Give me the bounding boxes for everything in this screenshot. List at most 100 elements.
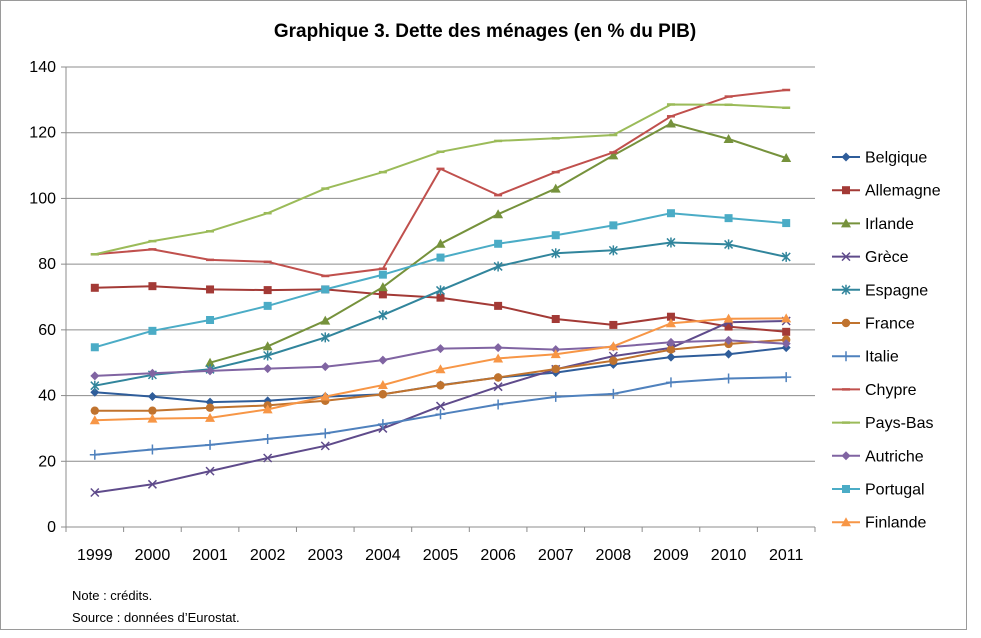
data-point-allemagne	[782, 327, 791, 336]
data-point-irlande	[493, 209, 504, 219]
data-point-espagne	[608, 245, 618, 256]
x-tick-label: 2010	[711, 547, 747, 564]
legend-item-pays-bas: Pays-Bas	[832, 415, 933, 432]
data-point-espagne	[551, 248, 561, 259]
data-point-autriche	[781, 339, 791, 349]
data-point-autriche	[378, 355, 388, 365]
source-text: Source : données d’Eurostat.	[72, 610, 240, 625]
data-point-italie	[262, 433, 273, 444]
data-point-portugal	[551, 231, 560, 240]
data-point-allemagne	[206, 285, 215, 294]
series-finlande	[89, 313, 792, 425]
legend-label: Chypre	[865, 382, 917, 399]
legend-item-chypre: Chypre	[832, 382, 917, 399]
data-point-autriche	[90, 371, 100, 381]
data-point-autriche	[724, 335, 734, 345]
data-point-france	[436, 381, 445, 390]
data-point-belgique	[90, 387, 100, 397]
data-point-grece	[205, 466, 215, 476]
series-portugal	[90, 209, 791, 352]
data-point-allemagne	[666, 312, 675, 321]
data-point-espagne	[263, 350, 273, 361]
series-grece	[90, 316, 791, 498]
data-point-france	[666, 345, 676, 354]
data-point-italie	[205, 439, 216, 450]
data-point-allemagne	[148, 282, 157, 291]
legend-item-finlande: Finlande	[832, 515, 926, 532]
data-point-grece	[435, 401, 446, 411]
x-tick-label: 1999	[77, 547, 113, 564]
data-point-grece	[493, 382, 503, 392]
legend-label: France	[865, 316, 915, 333]
data-point-grece	[320, 441, 330, 451]
legend-item-autriche: Autriche	[832, 448, 924, 465]
data-point-france	[90, 406, 100, 415]
data-point-espagne	[781, 251, 791, 262]
series-autriche	[90, 335, 791, 381]
legend: Belgique Allemagne Irlande Grèce Espagne Fran…	[832, 150, 941, 532]
legend-label: Irlande	[865, 216, 914, 233]
data-point-autriche	[493, 343, 503, 353]
series-chypre	[90, 88, 791, 278]
legend-item-espagne: Espagne	[832, 282, 928, 299]
legend-item-italie: Italie	[832, 349, 899, 366]
data-point-irlande	[608, 150, 619, 160]
data-point-finlande	[435, 364, 446, 374]
y-tick-label: 100	[29, 190, 56, 207]
data-point-portugal	[609, 221, 618, 230]
x-tick-label: 2007	[538, 547, 574, 564]
data-point-irlande	[550, 183, 561, 193]
data-point-allemagne	[90, 283, 99, 292]
data-point-france	[493, 373, 503, 382]
data-point-finlande	[147, 413, 158, 423]
legend-label: Finlande	[865, 515, 926, 532]
data-point-belgique	[666, 352, 676, 362]
data-point-irlande	[262, 341, 273, 351]
data-point-allemagne	[494, 301, 503, 310]
data-point-portugal	[782, 219, 791, 228]
data-point-irlande	[377, 282, 388, 292]
data-point-portugal	[90, 343, 99, 352]
data-point-grece	[147, 479, 157, 489]
x-tick-label: 2005	[423, 547, 459, 564]
data-point-grece	[90, 487, 100, 498]
data-point-france	[609, 356, 618, 365]
series-italie	[89, 372, 792, 460]
data-point-grece	[263, 453, 273, 463]
data-point-irlande	[781, 153, 792, 163]
x-tick-label: 2004	[365, 547, 401, 564]
y-tick-label: 20	[38, 453, 56, 470]
legend-label: Grèce	[865, 249, 909, 266]
data-point-finlande	[320, 391, 331, 401]
data-point-portugal	[263, 301, 272, 310]
legend-label: Pays-Bas	[865, 415, 933, 432]
data-point-espagne	[320, 332, 330, 343]
series-line-belgique	[94, 346, 787, 404]
legend-label: Portugal	[865, 482, 925, 499]
data-point-portugal	[378, 270, 387, 279]
data-point-allemagne	[609, 320, 618, 329]
data-point-finlande	[550, 349, 561, 359]
chart-frame	[0, 0, 967, 630]
data-point-france	[551, 364, 560, 374]
data-point-finlande	[665, 318, 676, 328]
legend-swatch-marker	[841, 318, 851, 328]
data-point-espagne	[90, 380, 100, 391]
data-point-espagne	[666, 237, 676, 248]
data-point-italie	[377, 419, 388, 430]
data-point-irlande	[205, 357, 216, 367]
data-point-italie	[550, 391, 561, 402]
legend-swatch-marker	[842, 485, 850, 493]
data-point-france	[148, 406, 157, 415]
data-point-espagne	[493, 261, 503, 272]
data-point-allemagne	[551, 315, 560, 324]
data-point-portugal	[436, 253, 445, 262]
data-point-autriche	[436, 344, 445, 354]
legend-label: Autriche	[865, 448, 924, 465]
data-point-portugal	[494, 239, 503, 248]
legend-item-france: France	[832, 316, 915, 333]
data-point-italie	[89, 449, 100, 460]
data-point-finlande	[608, 341, 619, 351]
data-point-espagne	[435, 285, 446, 296]
